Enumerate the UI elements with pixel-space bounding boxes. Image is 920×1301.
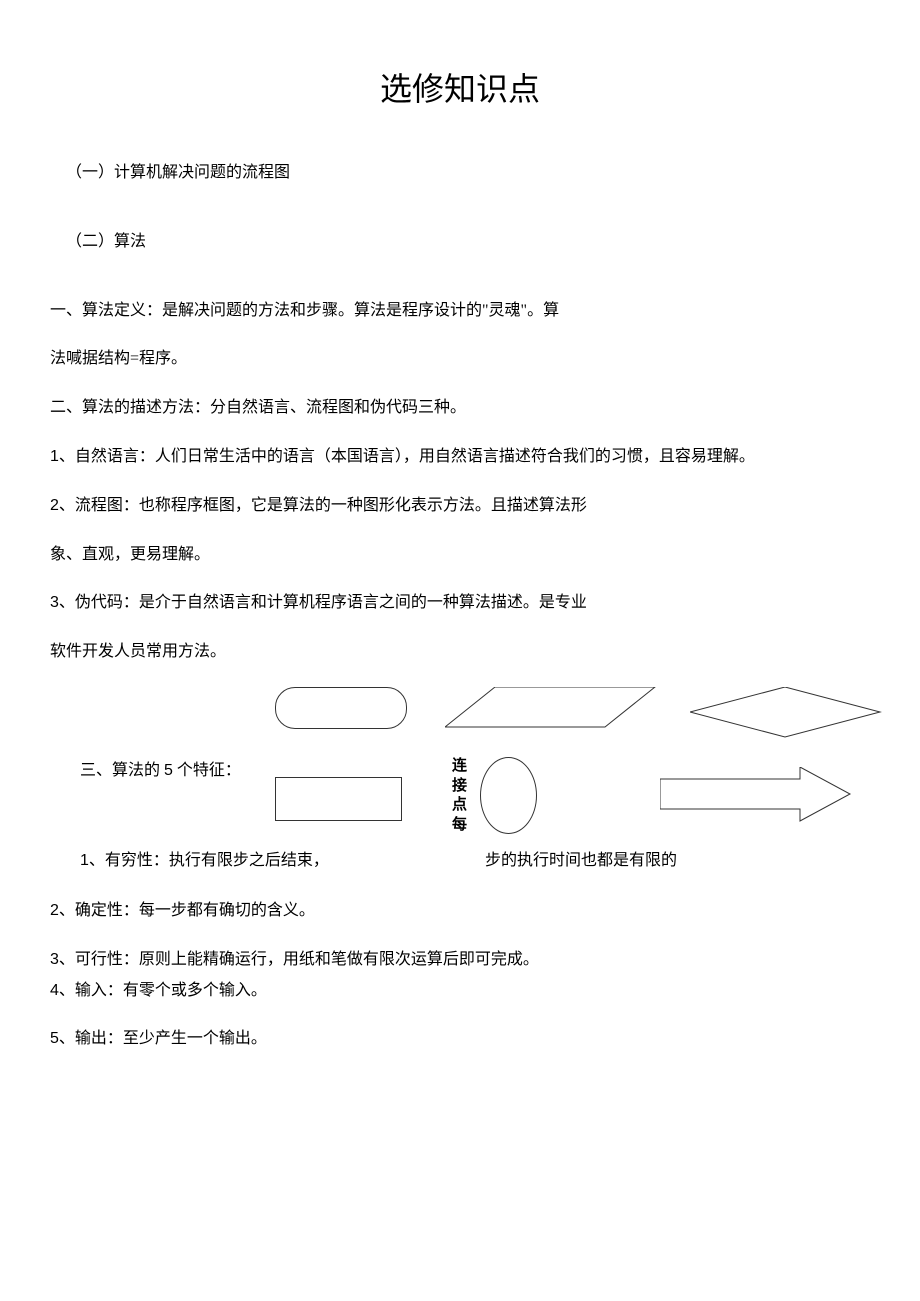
page-title: 选修知识点 [50, 61, 870, 119]
feature-3: 3、可行性：原则上能精确运行，用纸和笔做有限次运算后即可完成。 [50, 946, 870, 975]
item-text: 、流程图：也称程序框图，它是算法的一种图形化表示方法。且描述算法形 [59, 497, 587, 514]
input-output-shape-icon [445, 687, 660, 729]
arrow-shape-icon [660, 767, 855, 823]
item-number: 4 [50, 982, 59, 999]
item-text: 、确定性：每一步都有确切的含义。 [59, 902, 315, 919]
definition-line-2: 法喊据结构=程序。 [50, 345, 870, 374]
pseudocode-item-line-1: 3、伪代码：是介于自然语言和计算机程序语言之间的一种算法描述。是专业 [50, 589, 870, 618]
definition-line-1: 一、算法定义：是解决问题的方法和步骤。算法是程序设计的"灵魂"。算 [50, 297, 870, 326]
item-number: 3 [50, 951, 59, 968]
flowchart-item-line-1: 2、流程图：也称程序框图，它是算法的一种图形化表示方法。且描述算法形 [50, 492, 870, 521]
flowchart-shapes-region: 三、算法的 5 个特征： 连接点每 1、有穷性：执行有限步之后结束， 步的执行时… [50, 687, 870, 887]
pseudocode-item-line-2: 软件开发人员常用方法。 [50, 638, 870, 667]
parallelogram-polygon [445, 687, 655, 727]
feature-4: 4、输入：有零个或多个输入。 [50, 977, 870, 1006]
natural-language-item: 1、自然语言：人们日常生活中的语言（本国语言），用自然语言描述符合我们的习惯，且… [50, 443, 870, 472]
features-label-b: 个特征： [173, 762, 241, 779]
item-number: 1 [80, 852, 89, 869]
features-label-a: 三、算法的 [80, 762, 164, 779]
connector-label: 连接点每 [452, 757, 470, 835]
decision-shape-icon [690, 687, 885, 739]
item-text: 、可行性：原则上能精确运行，用纸和笔做有限次运算后即可完成。 [59, 951, 539, 968]
item-text: 、自然语言：人们日常生活中的语言（本国语言），用自然语言描述符合我们的习惯，且容… [59, 448, 755, 465]
item-number: 1 [50, 448, 59, 465]
description-methods: 二、算法的描述方法：分自然语言、流程图和伪代码三种。 [50, 394, 870, 423]
item-number: 2 [50, 497, 59, 514]
item-number: 5 [50, 1030, 59, 1047]
item-text: 、伪代码：是介于自然语言和计算机程序语言之间的一种算法描述。是专业 [59, 594, 587, 611]
item-number: 3 [50, 594, 59, 611]
arrow-polygon [660, 767, 850, 821]
process-shape-icon [275, 777, 402, 821]
section-2-header: （二）算法 [50, 228, 870, 257]
terminal-shape-icon [275, 687, 407, 729]
feature-2: 2、确定性：每一步都有确切的含义。 [50, 897, 870, 926]
feature-1-left: 1、有穷性：执行有限步之后结束， [80, 847, 329, 876]
diamond-polygon [690, 687, 880, 737]
item-text: 、输入：有零个或多个输入。 [59, 982, 267, 999]
item-number: 2 [50, 902, 59, 919]
features-heading: 三、算法的 5 个特征： [80, 757, 241, 786]
item-text: 、有穷性：执行有限步之后结束， [89, 852, 329, 869]
features-count: 5 [164, 762, 173, 779]
item-text: 、输出：至少产生一个输出。 [59, 1030, 267, 1047]
connector-shape-icon [480, 757, 537, 834]
feature-1-right: 步的执行时间也都是有限的 [485, 847, 677, 876]
section-1-header: （一）计算机解决问题的流程图 [50, 159, 870, 188]
flowchart-item-line-2: 象、直观，更易理解。 [50, 541, 870, 570]
feature-5: 5、输出：至少产生一个输出。 [50, 1025, 870, 1054]
